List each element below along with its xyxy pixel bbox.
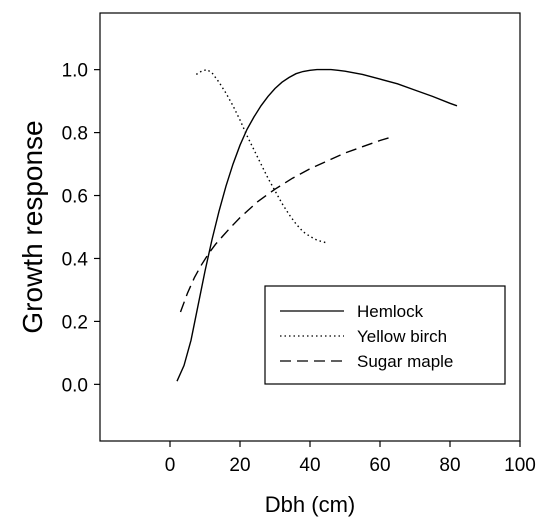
y-axis-ticks: 0.0 0.2 0.4 0.6 0.8 1.0 [62, 61, 100, 397]
x-axis-ticks: 0 20 40 60 80 100 [165, 441, 536, 476]
x-tick-label: 100 [504, 455, 536, 476]
legend: Hemlock Yellow birch Sugar maple [265, 286, 505, 384]
series-line-yellow-birch [196, 70, 325, 243]
x-tick-label: 20 [229, 455, 250, 476]
y-tick-label: 1.0 [62, 61, 88, 82]
legend-label-sugar-maple: Sugar maple [357, 352, 453, 371]
y-tick-label: 0.6 [62, 187, 88, 208]
y-tick-label: 0.8 [62, 124, 88, 145]
x-tick-label: 0 [165, 455, 176, 476]
y-tick-label: 0.4 [62, 249, 89, 270]
x-tick-label: 60 [369, 455, 390, 476]
legend-label-hemlock: Hemlock [357, 302, 424, 321]
x-axis-label: Dbh (cm) [265, 492, 355, 517]
y-tick-label: 0.2 [62, 312, 88, 333]
legend-label-yellow-birch: Yellow birch [357, 327, 447, 346]
x-tick-label: 80 [439, 455, 460, 476]
y-axis-label: Growth response [17, 120, 48, 333]
y-tick-label: 0.0 [62, 375, 88, 396]
x-tick-label: 40 [299, 455, 320, 476]
